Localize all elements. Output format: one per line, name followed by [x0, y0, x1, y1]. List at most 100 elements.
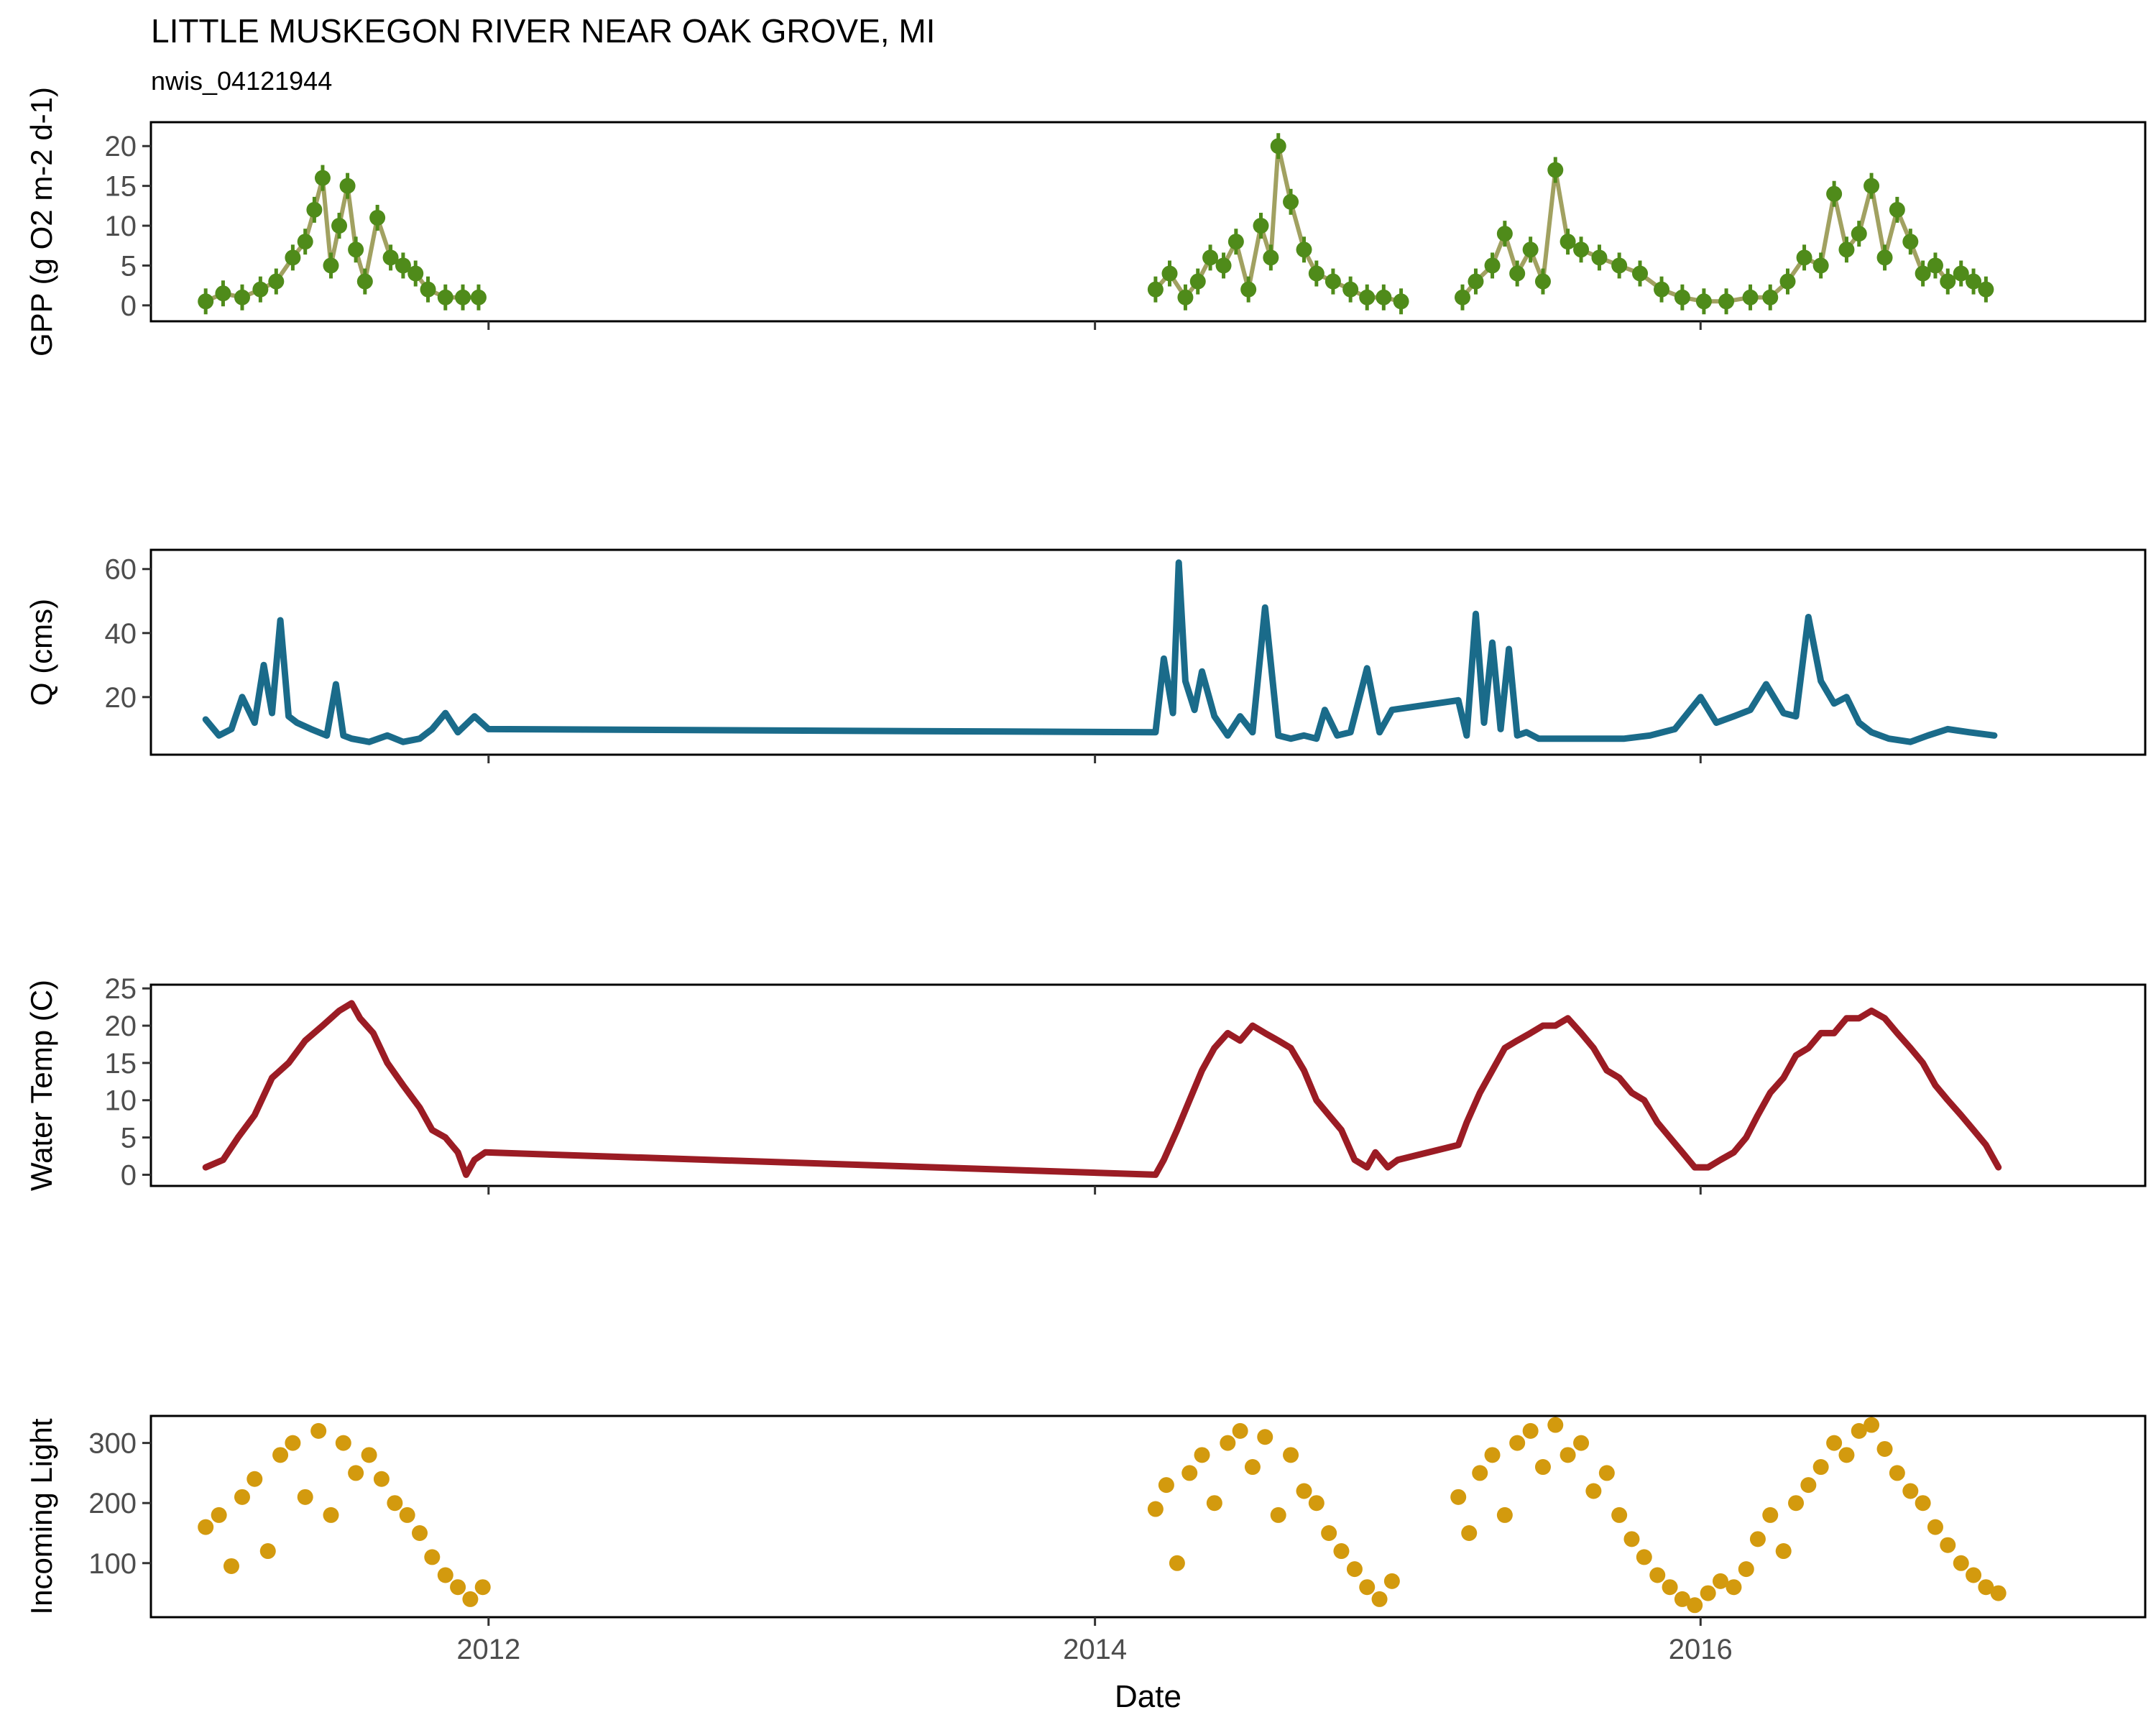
data-point	[1346, 1561, 1363, 1578]
data-point	[1636, 1549, 1652, 1565]
panel-frame	[149, 548, 2147, 756]
data-point	[1812, 257, 1829, 274]
data-point	[437, 1567, 453, 1583]
data-point	[198, 1519, 214, 1535]
data-point	[1662, 1579, 1678, 1596]
data-point	[1283, 1447, 1299, 1463]
panel-4: 100 200 300 2012 2014 2016 Incoming Light	[24, 1414, 2147, 1665]
data-point	[1826, 185, 1843, 202]
x-axis-label: Date	[1115, 1679, 1181, 1714]
data-point	[1393, 293, 1409, 310]
x-tick-label: 2014	[1063, 1634, 1127, 1665]
data-point	[1838, 242, 1855, 258]
data-point	[314, 170, 331, 186]
data-point	[1147, 281, 1164, 298]
data-point	[1189, 273, 1206, 290]
data-point	[1712, 1573, 1728, 1589]
data-point	[455, 289, 471, 305]
data-point	[1253, 218, 1269, 234]
data-point	[1940, 273, 1956, 290]
panel-frame	[149, 983, 2147, 1187]
y-tick-label: 10	[105, 211, 137, 242]
data-point	[470, 289, 487, 305]
y-tick-label: 5	[121, 250, 137, 282]
chart-title: LITTLE MUSKEGON RIVER NEAR OAK GROVE, MI	[151, 12, 936, 50]
data-point	[297, 234, 313, 250]
data-point	[1263, 249, 1279, 266]
data-point	[1953, 1555, 1969, 1571]
y-tick-label: 10	[105, 1085, 137, 1117]
data-point	[420, 281, 436, 298]
panel-frame	[149, 121, 2147, 323]
data-point	[1851, 226, 1867, 242]
y-tick-label: 40	[105, 618, 137, 650]
data-point	[1522, 1422, 1539, 1439]
data-point	[1800, 1477, 1817, 1494]
data-point	[1812, 1459, 1829, 1476]
data-point	[1158, 1477, 1174, 1494]
data-point	[1700, 1585, 1716, 1601]
data-point	[1779, 273, 1796, 290]
data-point	[310, 1422, 327, 1439]
series-line	[202, 559, 1998, 745]
data-point	[1687, 1597, 1703, 1614]
data-point	[348, 242, 364, 258]
data-point	[1966, 1567, 1982, 1583]
data-point	[1749, 1531, 1766, 1547]
data-point	[1181, 1465, 1198, 1481]
data-point	[1376, 289, 1392, 305]
data-point	[1461, 1524, 1478, 1541]
data-point	[323, 1506, 339, 1523]
data-point	[1864, 1417, 1880, 1433]
data-point	[1695, 293, 1712, 310]
data-point	[1762, 289, 1779, 305]
data-point	[424, 1549, 441, 1565]
data-point	[1889, 201, 1905, 218]
data-point	[1742, 289, 1759, 305]
y-tick-label: 0	[121, 1159, 137, 1191]
data-point	[1202, 249, 1219, 266]
panel-frame	[149, 1414, 2147, 1619]
data-point	[1632, 265, 1649, 282]
data-point	[1598, 1465, 1615, 1481]
data-point	[285, 1435, 301, 1451]
data-point	[1775, 1543, 1792, 1560]
data-point	[1611, 1506, 1628, 1523]
data-point	[1623, 1531, 1640, 1547]
data-point	[1738, 1561, 1754, 1578]
data-point	[1321, 1524, 1337, 1541]
data-point	[1472, 1465, 1488, 1481]
data-point	[1333, 1543, 1350, 1560]
data-point	[382, 249, 399, 266]
data-point	[1560, 234, 1576, 250]
data-point	[339, 178, 356, 194]
data-point	[1359, 1579, 1376, 1596]
data-point	[285, 249, 301, 266]
y-axis-label: Q (cms)	[24, 599, 58, 706]
data-point	[1296, 1483, 1312, 1499]
data-point	[1902, 234, 1919, 250]
data-point	[1161, 265, 1178, 282]
y-axis-label: Water Temp (C)	[24, 980, 58, 1191]
data-point	[223, 1558, 239, 1574]
data-point	[1611, 257, 1628, 274]
data-point	[1270, 138, 1286, 155]
data-point	[1244, 1459, 1261, 1476]
data-point	[247, 1471, 263, 1487]
data-point	[1371, 1591, 1388, 1607]
data-point	[1177, 289, 1194, 305]
data-point	[1496, 1506, 1513, 1523]
data-point	[1927, 1519, 1943, 1535]
y-tick-label: 300	[88, 1428, 137, 1460]
data-point	[1876, 249, 1893, 266]
data-point	[387, 1495, 403, 1512]
data-point	[450, 1579, 466, 1596]
data-point	[1509, 265, 1526, 282]
data-point	[1876, 1440, 1893, 1457]
data-point	[1851, 1422, 1867, 1439]
data-point	[1215, 257, 1232, 274]
data-point	[1454, 289, 1470, 305]
y-tick-label: 0	[121, 290, 137, 322]
data-point	[331, 218, 348, 234]
